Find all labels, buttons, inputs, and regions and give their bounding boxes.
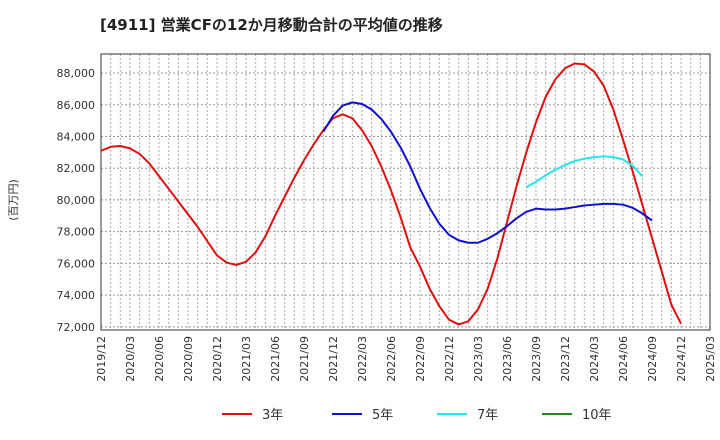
x-tick-label: 2024/06 xyxy=(617,336,630,382)
y-tick-label: 88,000 xyxy=(57,67,96,80)
legend-label: 3年 xyxy=(262,408,283,423)
x-tick-label: 2021/12 xyxy=(327,336,340,382)
y-tick-label: 74,000 xyxy=(57,289,96,302)
x-tick-label: 2025/03 xyxy=(704,336,717,382)
plot-frame xyxy=(100,53,711,331)
x-tick-label: 2023/12 xyxy=(559,336,572,382)
x-tick-label: 2019/12 xyxy=(95,336,108,382)
x-tick-label: 2023/06 xyxy=(501,336,514,382)
x-tick-label: 2020/09 xyxy=(182,336,195,382)
x-tick-label: 2023/09 xyxy=(530,336,543,382)
chart-title: [4911] 営業CFの12か月移動合計の平均値の推移 xyxy=(100,16,443,34)
y-tick-label: 78,000 xyxy=(57,226,96,239)
x-tick-label: 2022/12 xyxy=(443,336,456,382)
y-tick-label: 76,000 xyxy=(57,257,96,270)
x-tick-label: 2022/03 xyxy=(356,336,369,382)
series-line-5年 xyxy=(322,101,653,244)
y-axis-label: (百万円) xyxy=(7,179,20,221)
x-tick-label: 2021/09 xyxy=(298,336,311,382)
series-line-3年 xyxy=(100,62,682,326)
x-tick-label: 2024/12 xyxy=(675,336,688,382)
x-tick-label: 2020/03 xyxy=(124,336,137,382)
x-tick-label: 2022/06 xyxy=(385,336,398,382)
series-layer xyxy=(100,62,682,326)
legend-label: 5年 xyxy=(372,408,393,423)
legend-label: 7年 xyxy=(477,408,498,423)
series-line-7年 xyxy=(525,155,644,189)
y-tick-label: 80,000 xyxy=(57,194,96,207)
x-tick-label: 2024/09 xyxy=(646,336,659,382)
legend-label: 10年 xyxy=(582,408,612,423)
legend: 3年 5年 7年 10年 xyxy=(222,408,612,423)
x-tick-label: 2021/06 xyxy=(269,336,282,382)
x-tick-label: 2022/09 xyxy=(414,336,427,382)
tick-layer: 72,000 74,000 76,000 78,000 80,000 82,000 84,0… xyxy=(57,67,718,382)
grid-layer xyxy=(100,54,711,330)
y-tick-label: 84,000 xyxy=(57,130,96,143)
y-tick-label: 72,000 xyxy=(57,321,96,334)
x-tick-label: 2021/03 xyxy=(240,336,253,382)
y-tick-label: 86,000 xyxy=(57,99,96,112)
x-tick-label: 2020/12 xyxy=(211,336,224,382)
x-tick-label: 2024/03 xyxy=(588,336,601,382)
x-tick-label: 2020/06 xyxy=(153,336,166,382)
x-tick-label: 2023/03 xyxy=(472,336,485,382)
y-tick-label: 82,000 xyxy=(57,162,96,175)
